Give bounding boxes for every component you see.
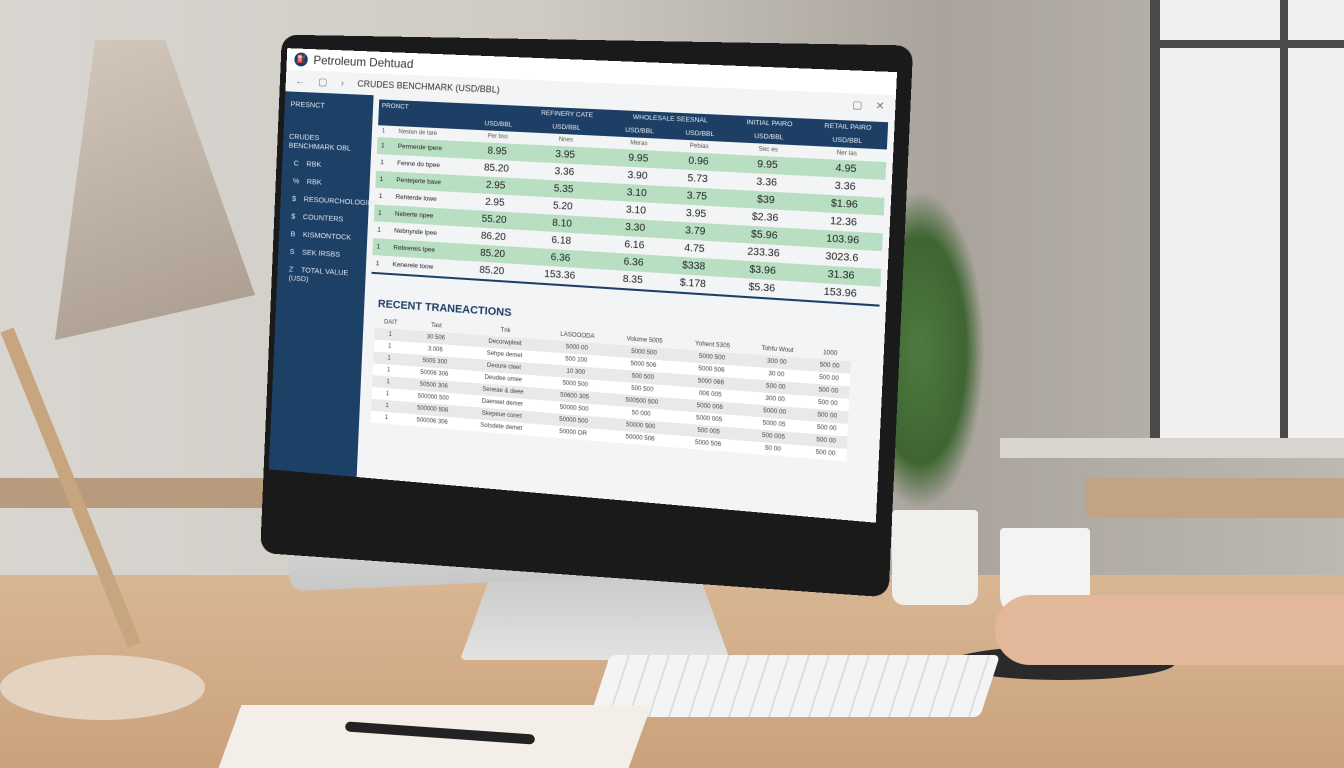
sidebar-item-icon: $: [291, 211, 296, 221]
row-number: 1: [378, 192, 383, 200]
window-sill: [1000, 438, 1344, 458]
shelf: [0, 478, 290, 508]
sidebar-item-label: KISMONTOCK: [302, 229, 352, 242]
sidebar: PRESNCT CRUDES BENCHMARK OBL C RBK% RBK $ RE…: [268, 91, 378, 477]
benchmark-table: PRONCT REFINERY CATE WHOLESALE SEESNAL INIT…: [371, 99, 889, 307]
lamp-shade: [55, 40, 255, 340]
cell: 8.35: [622, 273, 643, 287]
sidebar-item[interactable]: C RBK: [293, 159, 364, 172]
breadcrumb: CRUDES BENCHMARK (USD/BBL): [357, 78, 500, 95]
row-number: 1: [373, 204, 392, 223]
close-icon[interactable]: ✕: [875, 100, 885, 113]
lamp-base: [0, 655, 205, 720]
row-number: 1: [375, 260, 380, 268]
restore-icon[interactable]: ▢: [852, 99, 863, 112]
sidebar-title: PRESNCT: [290, 99, 325, 110]
sidebar-item-label: RBK: [306, 159, 322, 169]
sidebar-item[interactable]: $ COUNTERS: [291, 212, 362, 225]
sidebar-item-label: RBK: [306, 177, 322, 187]
row-number: 1: [377, 226, 381, 234]
main-content: PRONCT REFINERY CATE WHOLESALE SEESNAL INIT…: [357, 95, 895, 523]
cell: 1: [370, 410, 403, 426]
sidebar-item-label: RESOURCHOLOGIES: [303, 194, 378, 208]
cell: 153.96: [823, 286, 857, 300]
sidebar-item[interactable]: Z TOTAL VALUE (USD): [288, 265, 360, 287]
page-icon[interactable]: ▢: [318, 76, 328, 88]
sidebar-item-icon: C: [293, 158, 300, 168]
row-label: Kenerele toow: [392, 261, 434, 271]
row-number: 1: [376, 137, 395, 155]
window: [1150, 0, 1344, 440]
row-number: 1: [380, 159, 384, 167]
back-icon[interactable]: ←: [295, 75, 306, 87]
sidebar-item-icon: B: [290, 229, 296, 239]
row-number: 1: [381, 128, 386, 135]
row-number: 1: [375, 170, 393, 189]
forward-icon[interactable]: ›: [340, 77, 345, 89]
app-title: Petroleum Dehtuad: [313, 53, 414, 72]
cell: 500 00: [803, 445, 848, 462]
sidebar-item[interactable]: S SEK IRSBS: [290, 247, 361, 260]
monitor-stand: [460, 570, 730, 660]
sidebar-item-icon: Z: [288, 264, 294, 274]
sidebar-item[interactable]: % RBK: [293, 176, 364, 189]
sidebar-item[interactable]: B KISMONTOCK: [290, 229, 361, 242]
app-window: ⛽ Petroleum Dehtuad ← ▢ › CRUDES BENCHMA…: [268, 48, 898, 523]
hand: [995, 595, 1344, 665]
sidebar-item-label: TOTAL VALUE (USD): [288, 265, 349, 284]
keyboard: [589, 655, 1001, 717]
sidebar-item-label: COUNTERS: [302, 212, 344, 224]
side-desk: [1085, 478, 1344, 518]
sidebar-item-icon: S: [289, 246, 295, 257]
fuel-icon: ⛽: [294, 52, 309, 67]
cell: 85.20: [479, 264, 505, 278]
sidebar-subtitle[interactable]: CRUDES BENCHMARK OBL: [288, 131, 352, 153]
succulent-pot: [892, 510, 978, 605]
sidebar-item-icon: $: [291, 193, 297, 203]
cell: $5.36: [748, 281, 776, 295]
sidebar-item-label: SEK IRSBS: [301, 247, 341, 259]
sidebar-item-icon: %: [292, 176, 300, 186]
cell: $.178: [679, 277, 707, 291]
sidebar-item[interactable]: $ RESOURCHOLOGIES: [291, 193, 378, 208]
row-number: 1: [372, 238, 390, 257]
